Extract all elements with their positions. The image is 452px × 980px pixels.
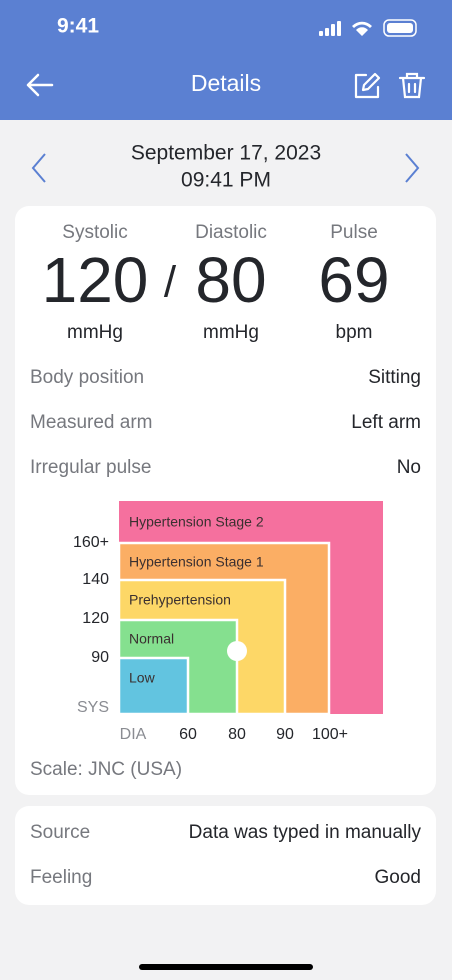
nav-title: Details [191,70,261,96]
y-tick-label: 160+ [73,534,109,551]
detail-label: Measured arm [30,412,153,433]
y-tick-label: 140 [82,571,109,588]
x-tick-label: 90 [276,726,294,743]
zone-label: Low [129,670,156,686]
date: September 17, 2023 [131,142,321,165]
home-indicator [139,964,313,970]
separator: / [164,258,177,307]
zone-low [117,656,190,716]
diastolic-label: Diastolic [195,222,267,243]
pulse-label: Pulse [330,222,378,243]
detail-label: Irregular pulse [30,457,151,478]
zone-label: Prehypertension [129,592,231,608]
zone-label: Normal [129,631,174,647]
systolic-value: 120 [42,244,149,316]
info-value: Data was typed in manually [189,822,422,843]
delete-button[interactable] [398,72,426,99]
detail-value: No [397,457,421,478]
info-label: Source [30,822,90,843]
y-tick-label: 90 [91,649,109,666]
detail-label: Body position [30,367,144,388]
bp-zones [117,501,383,716]
reading-marker [227,641,247,661]
y-tick-label: 120 [82,610,109,627]
info-card [15,806,436,905]
time: 09:41 PM [181,169,271,192]
next-button[interactable] [405,153,420,183]
zone-label: Hypertension Stage 1 [129,554,264,570]
y-axis-title: SYS [77,699,109,716]
header-bar [0,0,452,120]
detail-value: Left arm [351,412,421,433]
info-label: Feeling [30,867,92,888]
x-tick-label: 100+ [312,726,348,743]
zone-label: Hypertension Stage 2 [129,514,264,530]
edit-button[interactable] [354,72,381,99]
status-icons [319,19,417,37]
pulse-value: 69 [318,244,389,316]
pulse-unit: bpm [336,322,373,343]
detail-value: Sitting [368,367,421,388]
systolic-label: Systolic [62,222,127,243]
x-axis-title: DIA [120,726,147,743]
status-time: 9:41 [57,15,99,38]
diastolic-value: 80 [195,244,266,316]
scale-label: Scale: JNC (USA) [30,759,182,780]
diastolic-unit: mmHg [203,322,259,343]
previous-button[interactable] [31,153,46,183]
info-value: Good [375,867,421,888]
systolic-unit: mmHg [67,322,123,343]
x-tick-label: 80 [228,726,246,743]
back-button[interactable] [26,73,54,97]
x-tick-label: 60 [179,726,197,743]
